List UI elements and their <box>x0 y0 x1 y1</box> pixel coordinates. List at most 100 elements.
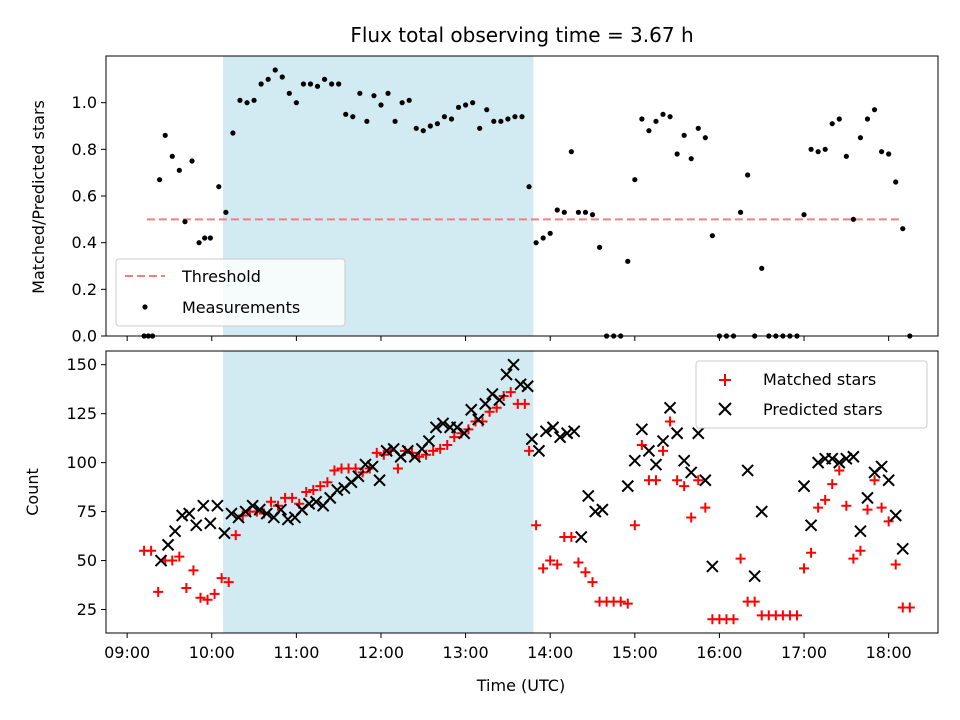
x-tick-label: 18:00 <box>866 643 912 662</box>
matched-star-point <box>421 449 432 460</box>
measurement-point <box>307 81 314 87</box>
predicted-star-point <box>500 368 513 381</box>
matched-star-point <box>629 520 640 531</box>
predicted-star-point <box>755 505 768 518</box>
legend-matched-label: Matched stars <box>763 370 876 389</box>
predicted-star-point <box>154 554 168 567</box>
matched-star-point <box>622 598 633 609</box>
y-tick-label: 0.4 <box>72 233 97 252</box>
measurement-point <box>878 149 885 155</box>
measurement-point <box>293 100 299 106</box>
bottom-x-axis: 09:00 10:00 11:00 12:00 13:00 14:00 15:00 16:00… <box>104 633 912 662</box>
predicted-star-point <box>479 397 492 411</box>
measurement-point <box>554 207 560 213</box>
matched-star-point <box>209 588 220 599</box>
measurement-point <box>702 135 708 141</box>
y-tick-label: 0.6 <box>72 187 97 206</box>
top-legend: Threshold Measurements <box>115 258 346 327</box>
measurement-point <box>196 240 202 246</box>
measurement-point <box>156 177 163 183</box>
predicted-star-point <box>532 444 546 458</box>
predicted-star-point <box>204 517 217 530</box>
measurement-point <box>589 212 596 218</box>
predicted-star-point <box>553 430 567 444</box>
measurement-point <box>258 81 264 87</box>
measurement-point <box>343 111 349 117</box>
measurement-point <box>547 230 553 236</box>
x-tick-label: 09:00 <box>104 643 150 662</box>
matched-star-point <box>679 481 690 492</box>
matched-star-point <box>791 610 802 621</box>
matched-star-point <box>167 555 178 566</box>
measurement-point <box>900 226 906 232</box>
predicted-star-point <box>596 503 609 516</box>
matched-star-point <box>728 614 739 625</box>
matched-star-point <box>435 443 446 454</box>
predicted-star-point <box>380 444 393 458</box>
matched-star-point <box>848 553 859 564</box>
measurement-point <box>674 151 680 157</box>
matched-star-point <box>869 475 880 486</box>
measurement-point <box>801 212 807 218</box>
matched-star-point <box>904 602 915 613</box>
matched-star-point <box>827 479 838 490</box>
matched-star-point <box>195 592 206 603</box>
predicted-star-point <box>567 425 581 438</box>
legend-threshold-label: Threshold <box>181 267 261 286</box>
measurement-point <box>237 97 243 103</box>
measurement-point <box>336 81 342 87</box>
y-tick-label: 75 <box>77 502 97 521</box>
predicted-star-point <box>811 456 825 469</box>
matched-star-point <box>862 504 873 515</box>
predicted-star-point <box>748 570 761 583</box>
matched-star-point <box>216 573 227 584</box>
predicted-star-point <box>663 401 677 414</box>
measurement-point <box>843 153 849 159</box>
matched-star-point <box>587 577 598 588</box>
measurement-point <box>427 123 433 129</box>
matched-star-point <box>308 485 319 496</box>
measurement-point <box>434 121 440 127</box>
measurement-point <box>176 167 182 173</box>
predicted-star-point <box>854 524 867 538</box>
measurement-point <box>286 90 292 96</box>
predicted-star-point <box>175 509 189 522</box>
matched-star-point <box>524 445 535 456</box>
measurement-point <box>646 128 652 134</box>
x-tick-label: 16:00 <box>696 643 742 662</box>
predicted-star-point <box>359 458 372 471</box>
measurement-point <box>498 118 504 124</box>
matched-star-point <box>322 477 333 488</box>
y-tick-label: 0.0 <box>72 327 97 346</box>
matched-star-point <box>350 463 361 474</box>
measurement-point <box>420 128 426 134</box>
predicted-star-point <box>507 358 520 371</box>
matched-star-point <box>799 563 810 574</box>
measurement-point <box>512 114 518 120</box>
predicted-star-point <box>246 499 259 512</box>
measurement-point <box>808 146 814 152</box>
x-tick-label: 17:00 <box>781 643 827 662</box>
matched-star-point <box>735 553 746 564</box>
measurement-point <box>893 179 899 185</box>
predicted-star-point <box>525 432 539 446</box>
measurement-point <box>399 100 405 106</box>
predicted-star-point <box>218 526 231 540</box>
bottom-legend: Matched stars Predicted stars <box>695 360 928 429</box>
predicted-star-point <box>889 509 902 522</box>
predicted-star-point <box>699 474 712 487</box>
measurement-point <box>575 209 582 215</box>
measurement-point <box>207 235 213 241</box>
predicted-star-point <box>840 452 853 465</box>
matched-star-point <box>287 492 298 503</box>
measurement-point <box>681 132 687 138</box>
predicted-star-point <box>628 454 642 467</box>
measurement-point <box>216 184 222 190</box>
matched-star-point <box>658 445 669 456</box>
predicted-star-point <box>302 497 316 510</box>
predicted-star-point <box>882 474 895 487</box>
matched-star-point <box>883 516 894 527</box>
y-tick-label: 125 <box>66 404 97 423</box>
measurement-point <box>169 153 175 159</box>
